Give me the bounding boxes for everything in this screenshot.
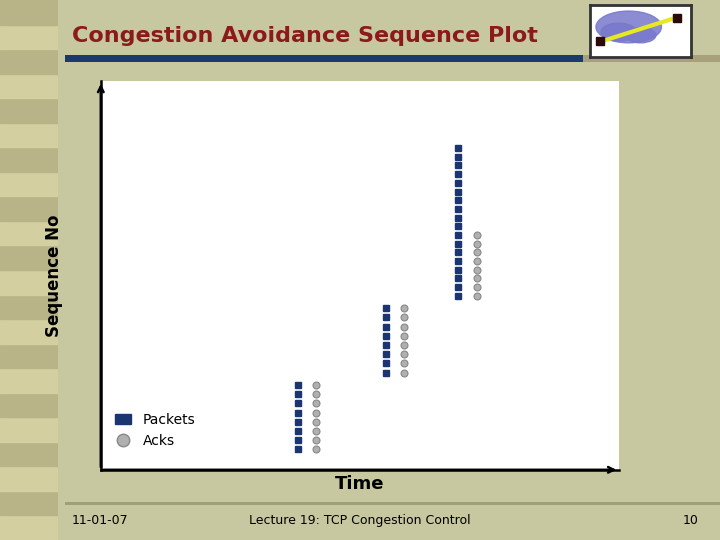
Bar: [0, 319, 58, 343]
Bar: [0, 147, 58, 172]
Bar: [0, 516, 58, 540]
Bar: [0, 49, 58, 73]
Bar: [0, 343, 58, 368]
Bar: [0, 442, 58, 467]
Bar: [0, 24, 58, 49]
Text: Congestion Avoidance Sequence Plot: Congestion Avoidance Sequence Plot: [72, 26, 538, 46]
Bar: [0, 294, 58, 319]
Bar: [0, 467, 58, 491]
Ellipse shape: [601, 23, 636, 41]
Bar: [0, 393, 58, 417]
Bar: [0, 73, 58, 98]
X-axis label: Time: Time: [336, 475, 384, 494]
Bar: [0, 491, 58, 516]
Text: Lecture 19: TCP Congestion Control: Lecture 19: TCP Congestion Control: [249, 514, 471, 527]
Bar: [0, 98, 58, 123]
Bar: [0, 368, 58, 393]
Text: 11-01-07: 11-01-07: [72, 514, 129, 527]
Bar: [0, 0, 58, 24]
Ellipse shape: [596, 11, 662, 43]
Bar: [0, 197, 58, 221]
Bar: [0, 172, 58, 197]
Bar: [0, 221, 58, 246]
Bar: [0, 246, 58, 270]
Legend: Packets, Acks: Packets, Acks: [108, 406, 202, 455]
Bar: [0, 417, 58, 442]
Ellipse shape: [626, 28, 656, 43]
Bar: [0, 123, 58, 147]
Bar: [0, 270, 58, 294]
Text: Sequence No: Sequence No: [45, 214, 63, 336]
Text: 10: 10: [683, 514, 698, 527]
